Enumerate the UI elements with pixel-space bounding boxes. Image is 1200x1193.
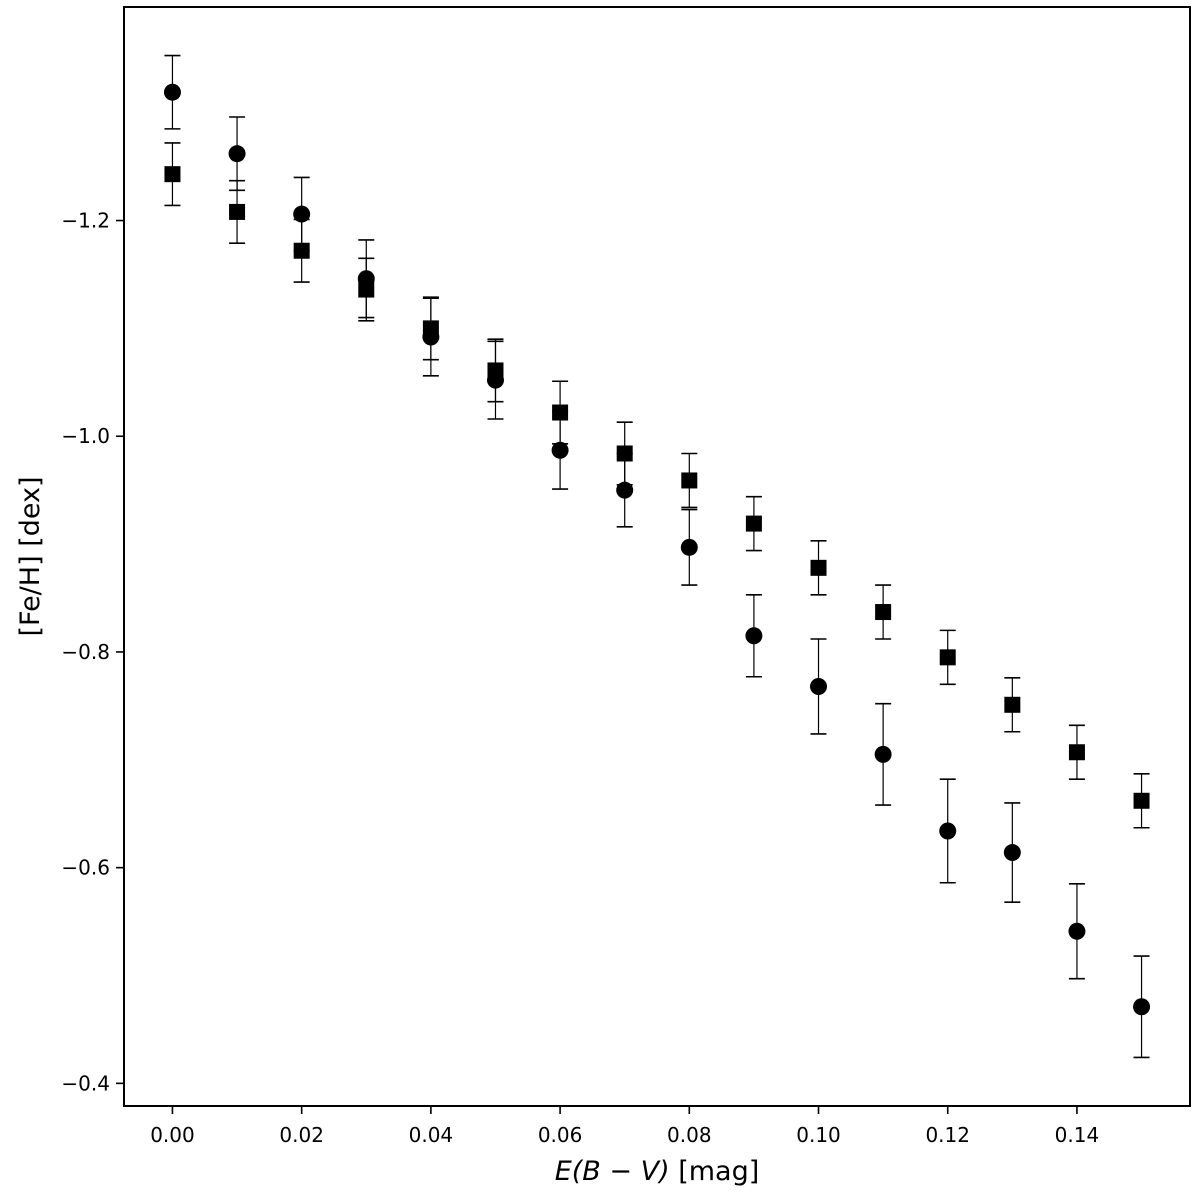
ticks-layer: 0.00 0.02 0.04 0.06 0.08 0.10 0.12 0.14 −1.2 −1.0…	[61, 209, 1099, 1147]
data-point-circle	[551, 441, 569, 459]
x-tick-label: 0.08	[667, 1123, 712, 1147]
data-point-square	[552, 404, 569, 421]
data-point-square	[487, 362, 504, 379]
data-point-circle	[874, 745, 892, 763]
data-point-square	[616, 445, 633, 462]
x-tick-label: 0.04	[409, 1123, 454, 1147]
data-point-circle	[228, 145, 246, 163]
data-point-circle	[616, 481, 634, 499]
x-tick-label: 0.10	[796, 1123, 841, 1147]
data-point-square	[293, 242, 310, 259]
y-tick-label: −1.2	[61, 209, 110, 233]
data-point-square	[875, 604, 892, 621]
y-tick-label: −0.8	[61, 640, 110, 664]
data-point-circle	[680, 538, 698, 556]
x-tick-label: 0.00	[150, 1123, 195, 1147]
x-tick-label: 0.14	[1055, 1123, 1100, 1147]
data-point-square	[164, 166, 181, 183]
x-axis-title-unit: [mag]	[670, 1156, 760, 1187]
data-point-square	[1068, 744, 1085, 761]
series-2-square	[164, 142, 1150, 829]
data-point-square	[939, 649, 956, 666]
data-point-circle	[1068, 922, 1086, 940]
data-point-square	[422, 320, 439, 337]
data-point-circle	[810, 677, 828, 695]
x-axis-title-italic: E(B − V)	[555, 1156, 670, 1187]
marks-layer	[163, 54, 1151, 1059]
data-point-square	[358, 281, 375, 298]
data-point-circle	[293, 205, 311, 223]
x-tick-label: 0.06	[538, 1123, 583, 1147]
data-point-square	[1133, 792, 1150, 809]
x-tick-label: 0.12	[925, 1123, 970, 1147]
y-axis-title: [Fe/H] [dex]	[15, 476, 46, 636]
x-axis-title: E(B − V) [mag]	[555, 1156, 760, 1187]
data-point-square	[745, 515, 762, 532]
data-point-circle	[163, 83, 181, 101]
data-point-square	[681, 472, 698, 489]
x-tick-label: 0.02	[279, 1123, 324, 1147]
data-point-circle	[745, 627, 763, 645]
y-tick-label: −1.0	[61, 424, 110, 448]
data-point-square	[810, 559, 827, 576]
data-point-circle	[1003, 844, 1021, 862]
data-point-circle	[939, 822, 957, 840]
y-tick-label: −0.4	[61, 1071, 110, 1095]
data-point-square	[229, 203, 246, 220]
data-point-square	[1004, 696, 1021, 713]
series-1-circle	[163, 54, 1151, 1059]
plot-frame	[123, 6, 1191, 1107]
data-point-circle	[1133, 998, 1151, 1016]
y-tick-label: −0.6	[61, 856, 110, 880]
